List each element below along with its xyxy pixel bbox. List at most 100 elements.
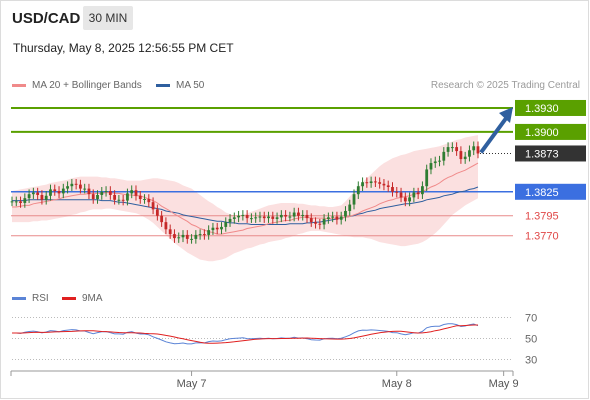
candle-body <box>288 216 292 218</box>
level-label-bg-1.3930 <box>515 99 586 116</box>
rsi-panel: 70 50 30 <box>12 313 537 367</box>
candle-body <box>70 183 74 187</box>
candle <box>44 190 48 205</box>
candle <box>134 185 138 201</box>
research-credit: Research © 2025 Trading Central <box>430 80 580 91</box>
candle <box>369 176 373 188</box>
candle-body <box>207 230 211 235</box>
candle-body <box>53 189 57 191</box>
candle-body <box>361 182 364 187</box>
candle-body <box>442 151 446 161</box>
candle <box>181 230 185 243</box>
rsi-legend-label: RSI <box>32 293 49 304</box>
candle <box>40 190 44 205</box>
candle-body <box>421 186 424 195</box>
candle-body <box>322 218 326 225</box>
candle <box>96 190 99 204</box>
candle-body <box>318 223 322 225</box>
candle <box>365 177 369 188</box>
candle <box>173 229 176 243</box>
level-label-1.3930: 1.3930 <box>525 103 559 115</box>
level-label-1.3825: 1.3825 <box>525 187 559 199</box>
candle-body <box>10 201 14 203</box>
candle-body <box>459 151 463 160</box>
candle <box>254 212 258 223</box>
candle <box>160 210 164 227</box>
candle-body <box>100 191 104 195</box>
candle <box>271 211 275 224</box>
candle-body <box>399 192 403 198</box>
candle-body <box>40 194 44 200</box>
projection-arrow-shaft <box>479 115 509 154</box>
candle <box>121 194 125 206</box>
candle-body <box>271 216 275 219</box>
candle-body <box>117 199 121 201</box>
level-label-bg-1.3900 <box>515 123 586 140</box>
level-label-1.3873: 1.3873 <box>525 148 559 160</box>
candle <box>301 210 305 221</box>
candle-body <box>425 169 429 187</box>
candle <box>267 211 270 223</box>
candle-body <box>138 195 142 199</box>
candle-body <box>468 150 471 157</box>
candle-body <box>314 222 317 224</box>
candle <box>250 213 253 223</box>
ma20-legend-label: MA 20 + Bollinger Bands <box>32 80 142 91</box>
candle <box>151 197 155 215</box>
candle-body <box>104 190 108 192</box>
candle <box>395 187 399 198</box>
candle <box>185 230 189 244</box>
candle-body <box>57 190 61 194</box>
candle-body <box>258 216 262 218</box>
candle-body <box>254 217 258 219</box>
candle-body <box>23 198 27 203</box>
candle <box>117 194 121 205</box>
candle <box>87 183 91 199</box>
level-label-1.3770: 1.3770 <box>525 231 559 243</box>
candle-body <box>74 183 78 185</box>
candle-body <box>262 216 266 219</box>
candle <box>228 214 232 227</box>
candle <box>416 187 420 199</box>
candle <box>155 204 159 221</box>
chart-timestamp: Thursday, May 8, 2025 12:56:55 PM CET <box>13 41 234 55</box>
candle-body <box>31 192 35 195</box>
candle <box>318 218 322 230</box>
candle <box>138 190 142 204</box>
rsi-tick-30: 30 <box>525 355 537 367</box>
candle-body <box>215 227 219 230</box>
candle-body <box>455 147 459 152</box>
candle-body <box>433 161 437 164</box>
candle-body <box>395 191 399 193</box>
candle-body <box>352 194 356 205</box>
projection-arrow-head <box>499 106 513 123</box>
candle-body <box>87 188 91 195</box>
candle-body <box>155 209 159 216</box>
candle-body <box>108 190 112 195</box>
candle <box>220 222 223 235</box>
candle <box>190 234 193 244</box>
candle <box>10 196 14 207</box>
timeframe-button[interactable]: 30 MIN <box>83 6 133 30</box>
candle <box>100 187 104 200</box>
candle-body <box>164 222 168 230</box>
candles <box>10 141 480 244</box>
candle <box>322 214 326 230</box>
candle-body <box>202 234 206 236</box>
candle-body <box>403 197 407 202</box>
candle <box>262 211 266 223</box>
candle <box>143 194 146 204</box>
candle <box>309 213 313 227</box>
candle <box>164 217 168 235</box>
candle-body <box>279 214 283 218</box>
candle <box>378 177 382 189</box>
candle <box>245 210 249 223</box>
candle-body <box>356 186 360 195</box>
candle <box>373 176 377 188</box>
candle-body <box>416 192 420 195</box>
candle <box>297 207 300 221</box>
candle <box>91 189 95 204</box>
candle-body <box>151 202 155 210</box>
candle <box>202 229 206 240</box>
candle <box>382 179 386 191</box>
